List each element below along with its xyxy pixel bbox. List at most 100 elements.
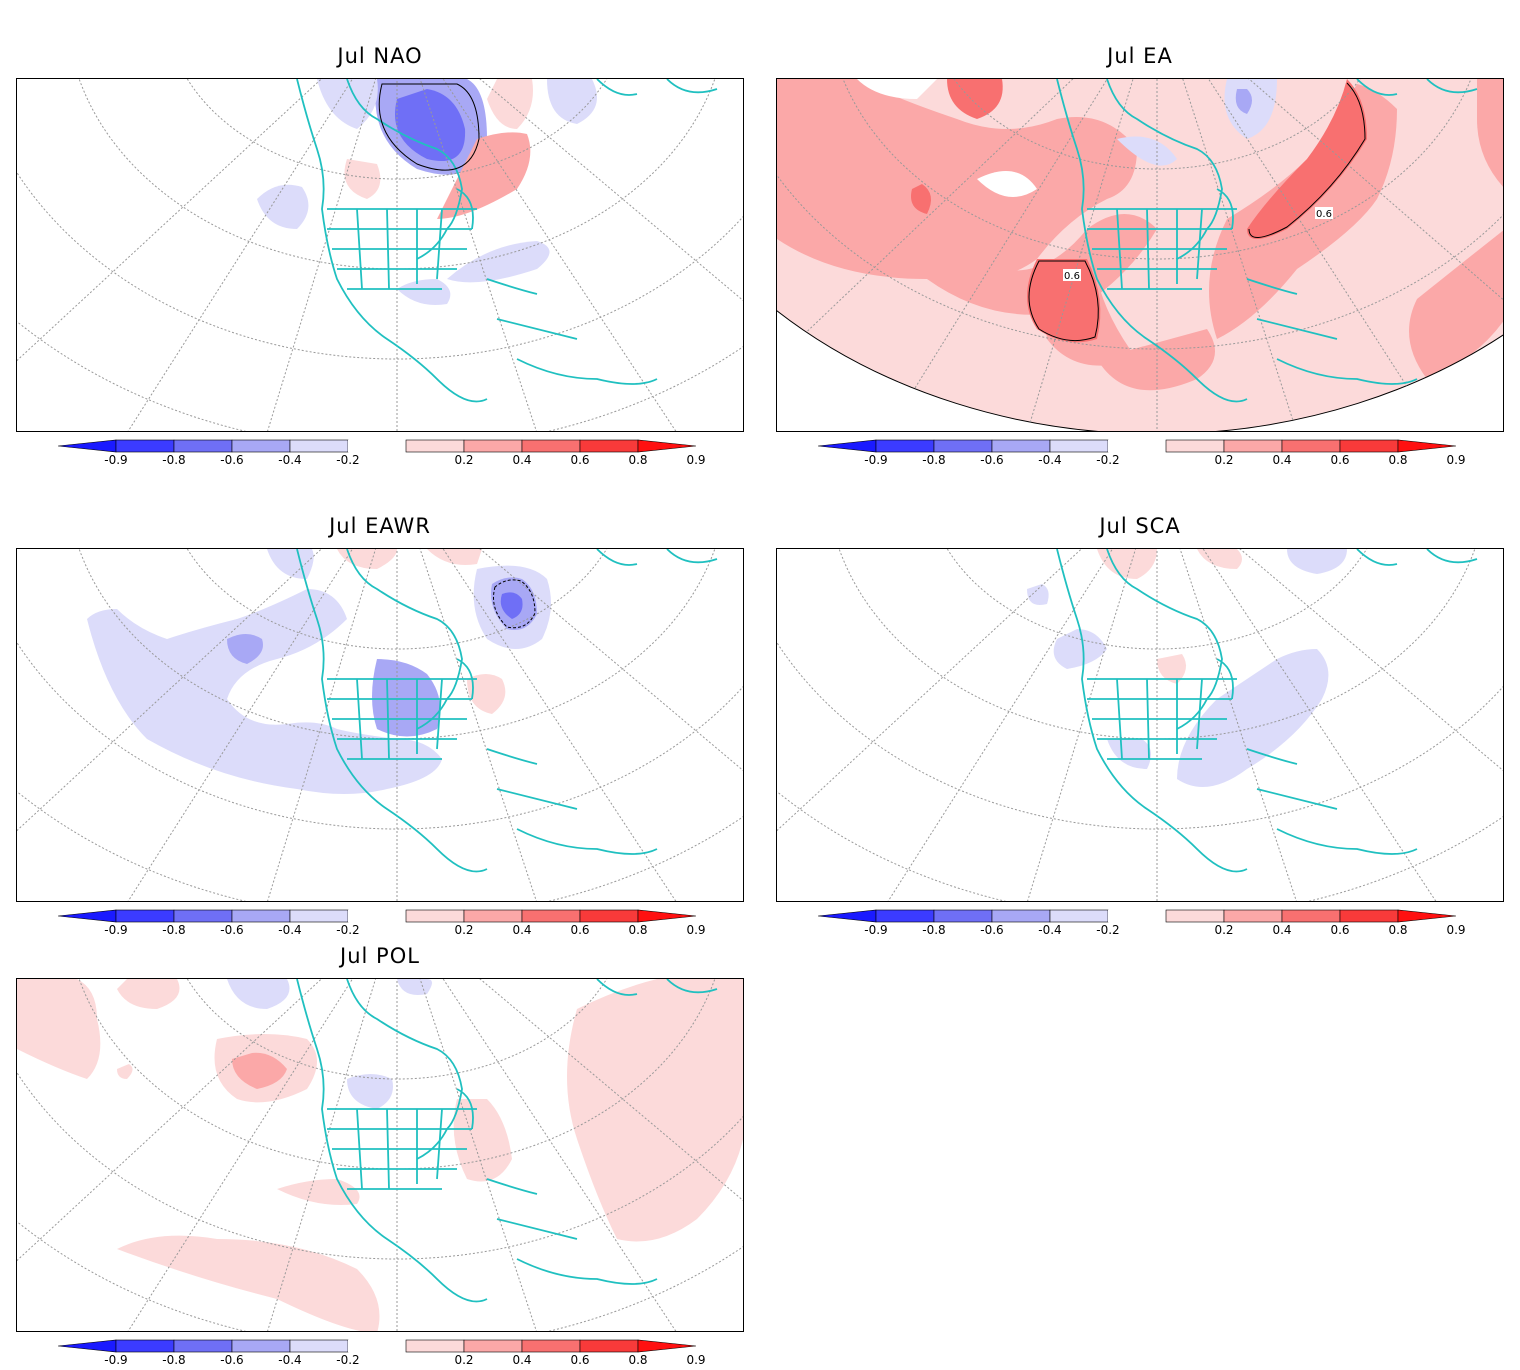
colorbar-segment xyxy=(875,439,935,453)
colorbar-segment xyxy=(289,1339,349,1353)
colorbar-segment xyxy=(991,439,1051,453)
colorbar-segment xyxy=(463,1339,523,1353)
contour-label: 0.6 xyxy=(1316,209,1332,220)
colorbar-segment xyxy=(231,439,291,453)
colorbar-segment xyxy=(289,439,349,453)
colorbar-segment xyxy=(579,1339,639,1353)
colorbar-ea: -0.9 -0.8 -0.6 -0.4 -0.2 0.2 0.4 0.6 0.8 0.9 xyxy=(818,439,1466,467)
colorbar-segment xyxy=(348,440,406,452)
anomaly-fill xyxy=(1027,549,1347,787)
colorbar-tick-label: -0.4 xyxy=(278,1353,301,1367)
colorbar-segment xyxy=(1281,909,1341,923)
colorbar-segment xyxy=(1339,909,1399,923)
colorbar-segment xyxy=(1108,440,1166,452)
colorbar-segment xyxy=(231,1339,291,1353)
colorbar-tick-label: 0.6 xyxy=(570,453,589,467)
colorbar-tick-label: -0.8 xyxy=(162,453,185,467)
colorbar-tick-label: 0.6 xyxy=(570,923,589,937)
colorbar-segment xyxy=(463,909,523,923)
colorbar-tick-label: 0.9 xyxy=(1446,453,1465,467)
colorbar-segment xyxy=(115,439,175,453)
colorbar-tick-label: -0.8 xyxy=(162,1353,185,1367)
contour-label: 0.6 xyxy=(1064,271,1080,282)
colorbar-arrow-low xyxy=(58,439,117,453)
colorbar-arrow-low xyxy=(818,439,877,453)
map-pol-canvas xyxy=(17,979,743,1331)
colorbar-tick-label: -0.2 xyxy=(336,923,359,937)
colorbar-segment xyxy=(1339,439,1399,453)
colorbar-segment xyxy=(173,909,233,923)
colorbar-arrow-high xyxy=(1397,909,1457,923)
colorbar-segment xyxy=(231,909,291,923)
map-nao-canvas xyxy=(17,79,743,431)
colorbar-tick-label: 0.9 xyxy=(686,1353,705,1367)
colorbar-segment xyxy=(933,909,993,923)
colorbar-eawr: -0.9 -0.8 -0.6 -0.4 -0.2 0.2 0.4 0.6 0.8 0.9 xyxy=(58,909,706,937)
colorbar-tick-label: -0.2 xyxy=(336,1353,359,1367)
colorbar-segment xyxy=(1049,909,1109,923)
coastlines xyxy=(1056,549,1478,873)
panel-title-eawr: Jul EAWR xyxy=(329,514,431,538)
colorbar-segment xyxy=(348,910,406,922)
colorbar-tick-label: -0.2 xyxy=(1096,923,1119,937)
colorbar-segment xyxy=(1281,439,1341,453)
colorbar-tick-label: -0.6 xyxy=(980,453,1003,467)
graticule xyxy=(777,79,1503,431)
colorbar-segment xyxy=(405,1339,465,1353)
colorbar-segment xyxy=(405,439,465,453)
colorbar-tick-label: 0.4 xyxy=(512,923,531,937)
colorbar-tick-label: 0.8 xyxy=(1388,453,1407,467)
panel-title-sca: Jul SCA xyxy=(1099,514,1181,538)
graticule xyxy=(777,549,1503,901)
contours xyxy=(378,83,480,171)
colorbar-tick-label: -0.9 xyxy=(104,453,127,467)
colorbar-tick-label: 0.8 xyxy=(628,1353,647,1367)
colorbar-tick-label: -0.8 xyxy=(162,923,185,937)
colorbar-segment xyxy=(521,1339,581,1353)
anomaly-fill xyxy=(87,549,551,794)
colorbar-tick-label: -0.9 xyxy=(104,923,127,937)
coastlines xyxy=(296,549,718,873)
colorbar-tick-label: 0.8 xyxy=(628,923,647,937)
colorbar-tick-label: 0.8 xyxy=(1388,923,1407,937)
colorbar-segment xyxy=(348,1340,406,1352)
colorbar-tick-label: -0.8 xyxy=(922,453,945,467)
graticule xyxy=(17,79,743,431)
map-ea-canvas: 0.6 0.6 xyxy=(777,79,1503,431)
map-eawr-canvas xyxy=(17,549,743,901)
colorbar-tick-label: 0.4 xyxy=(512,453,531,467)
colorbar-segment xyxy=(1108,910,1166,922)
colorbar-arrow-high xyxy=(1397,439,1457,453)
colorbar-segment xyxy=(1223,439,1283,453)
colorbar-arrow-low xyxy=(58,909,117,923)
coastlines xyxy=(296,979,718,1303)
anomaly-fill xyxy=(257,79,597,305)
colorbar-tick-label: 0.4 xyxy=(1272,453,1291,467)
colorbar-segment xyxy=(991,909,1051,923)
colorbar-arrow-low xyxy=(818,909,877,923)
colorbar-tick-label: -0.9 xyxy=(104,1353,127,1367)
panel-title-ea: Jul EA xyxy=(1107,44,1173,68)
coastlines xyxy=(1056,79,1478,403)
panel-title-nao: Jul NAO xyxy=(337,44,423,68)
colorbar-tick-label: -0.9 xyxy=(864,453,887,467)
colorbar-segment xyxy=(521,909,581,923)
colorbar-tick-label: 0.2 xyxy=(454,923,473,937)
colorbar-tick-label: -0.6 xyxy=(220,1353,243,1367)
map-sca-canvas xyxy=(777,549,1503,901)
colorbar-segment xyxy=(173,1339,233,1353)
colorbar-tick-label: -0.4 xyxy=(1038,923,1061,937)
map-eawr xyxy=(16,548,744,902)
colorbar-tick-label: 0.9 xyxy=(686,453,705,467)
panel-title-pol: Jul POL xyxy=(340,944,420,968)
colorbar-tick-label: -0.8 xyxy=(922,923,945,937)
colorbar-tick-label: 0.4 xyxy=(512,1353,531,1367)
colorbar-tick-label: 0.9 xyxy=(1446,923,1465,937)
colorbar-segment xyxy=(115,1339,175,1353)
anomaly-fill xyxy=(17,979,743,1331)
colorbar-segment xyxy=(579,439,639,453)
colorbar-segment xyxy=(463,439,523,453)
contours xyxy=(1028,82,1366,342)
colorbar-segment xyxy=(289,909,349,923)
colorbar-nao: -0.9 -0.8 -0.6 -0.4 -0.2 0.2 0.4 0.6 0.8 0.9 xyxy=(58,439,706,467)
